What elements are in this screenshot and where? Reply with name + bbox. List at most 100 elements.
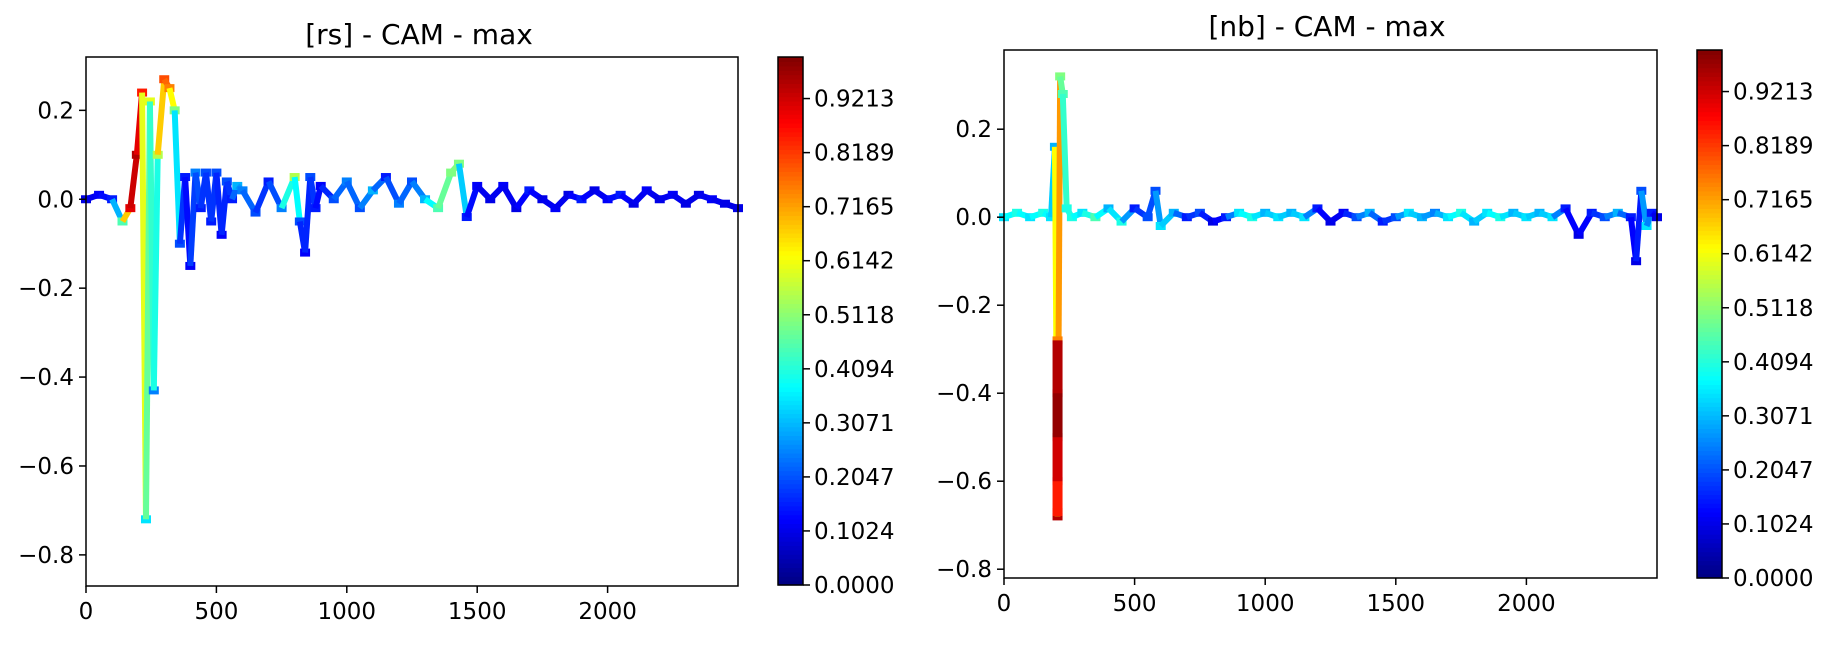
colorbar-band [1697, 366, 1722, 372]
colorbar-band [778, 206, 803, 212]
colorbar-band [1697, 296, 1722, 302]
colorbar-band [1697, 234, 1722, 240]
data-segment [1562, 207, 1582, 237]
colorbar-band [778, 558, 803, 564]
colorbar-band [778, 70, 803, 76]
colorbar-band [778, 237, 803, 243]
colorbar-band [778, 321, 803, 326]
colorbar-tick-label: 0.6142 [1733, 242, 1813, 268]
colorbar-band [1697, 208, 1722, 214]
y-tick-label: −0.4 [18, 365, 74, 391]
colorbar: 0.0000 0.1024 0.2047 0.3071 0.4094 0.5118 0.61… [1696, 49, 1813, 592]
colorbar-band [1697, 384, 1722, 390]
y-tick-label: −0.8 [936, 557, 992, 583]
colorbar-band [1697, 120, 1722, 126]
colorbar-band [1697, 481, 1722, 487]
colorbar-band [1697, 177, 1722, 183]
colorbar-band [778, 57, 803, 62]
colorbar-band [1697, 129, 1722, 135]
colorbar-band [778, 180, 803, 186]
x-axis: 0 500 1000 1500 2000 [79, 586, 637, 625]
colorbar-band [778, 409, 803, 414]
colorbar-band [1697, 85, 1722, 91]
colorbar-band [778, 246, 803, 252]
colorbar-band [778, 549, 803, 555]
colorbar-band [1697, 300, 1722, 306]
data-segment [455, 163, 470, 218]
colorbar-band [1697, 459, 1722, 465]
colorbar-band [778, 351, 803, 357]
colorbar-band [1697, 256, 1722, 262]
colorbar-band [1697, 98, 1722, 104]
colorbar-band [1697, 560, 1722, 566]
colorbar-band [1697, 485, 1722, 491]
colorbar-band [778, 312, 803, 318]
colorbar-band [1697, 94, 1722, 99]
colorbar-band [778, 338, 803, 344]
colorbar-tick-label: 0.9213 [1733, 80, 1813, 106]
colorbar-band [1697, 133, 1722, 139]
colorbar-band [1697, 441, 1722, 447]
chart-rs: [rs] - CAM - max 0 500 1000 1500 2000 0.2 0.0… [18, 18, 894, 625]
colorbar-tick-label: 0.2047 [1733, 458, 1813, 484]
colorbar-band [778, 268, 803, 274]
colorbar-band [1697, 168, 1722, 174]
colorbar-band [778, 193, 803, 199]
colorbar-tick-label: 0.1024 [1733, 512, 1813, 538]
colorbar-band [778, 255, 803, 260]
colorbar-band [1697, 252, 1722, 258]
colorbar-band [778, 365, 803, 370]
colorbar-band [778, 479, 803, 485]
colorbar-band [778, 189, 803, 194]
colorbar-band [1697, 525, 1722, 531]
colorbar-band [1697, 556, 1722, 561]
colorbar-band [778, 241, 803, 247]
chart-nb: [nb] - CAM - max 0 500 1000 1500 2000 0.2 0.0… [936, 10, 1813, 617]
colorbar-band [778, 444, 803, 450]
x-tick-label: 500 [194, 599, 238, 625]
data-point [125, 204, 136, 213]
colorbar-band [1697, 331, 1722, 337]
colorbar-band [778, 426, 803, 432]
y-tick-label: 0.0 [37, 187, 74, 213]
colorbar-band [778, 492, 803, 498]
colorbar-band [1697, 58, 1722, 64]
colorbar-band [778, 114, 803, 120]
colorbar-band [778, 101, 803, 106]
colorbar-band [1697, 164, 1722, 170]
colorbar-band [778, 431, 803, 436]
colorbar-band [1697, 89, 1722, 95]
x-tick-label: 1500 [1367, 591, 1426, 617]
colorbar-band [1697, 230, 1722, 236]
colorbar-band [1697, 217, 1722, 223]
colorbar-band [1697, 424, 1722, 429]
y-axis: 0.2 0.0 −0.2 −0.4 −0.6 −0.8 [936, 117, 1004, 583]
data-segment [265, 180, 285, 210]
colorbar-frame [1696, 49, 1723, 579]
colorbar-band [778, 470, 803, 476]
colorbar-band [1697, 534, 1722, 539]
colorbar-band [1697, 454, 1722, 460]
colorbar-band [1697, 182, 1722, 187]
colorbar-band [1697, 261, 1722, 267]
colorbar-band [1697, 336, 1722, 341]
colorbar-band [1697, 322, 1722, 328]
colorbar-band [778, 263, 803, 269]
colorbar-tick-label: 0.8189 [1733, 134, 1813, 160]
colorbar-band [1697, 358, 1722, 363]
colorbar-band [1697, 305, 1722, 311]
colorbar-band [1697, 406, 1722, 412]
x-tick-label: 2000 [1497, 591, 1556, 617]
colorbar-band [778, 123, 803, 128]
data-segment [1152, 190, 1164, 227]
colorbar-band [1697, 107, 1722, 113]
colorbar-band [1697, 155, 1722, 161]
colorbar-band [1697, 243, 1722, 249]
data-segment [435, 171, 454, 210]
x-tick-label: 0 [997, 591, 1012, 617]
y-tick-label: 0.2 [37, 98, 74, 124]
colorbar-band [1697, 410, 1722, 416]
colorbar-band [778, 61, 803, 67]
colorbar-band [778, 343, 803, 348]
